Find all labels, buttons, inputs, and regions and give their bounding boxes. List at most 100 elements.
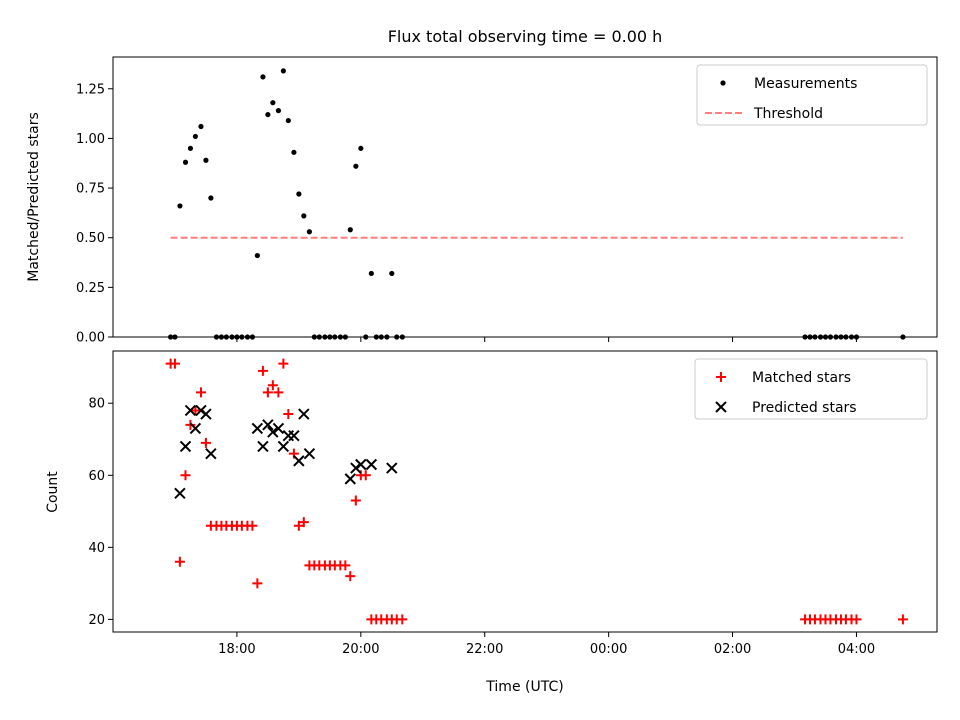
measurement-point [249,334,255,340]
measurement-point [807,334,813,340]
measurement-point [853,334,860,340]
legend-predicted-swatch [715,401,727,413]
bottom-y-tick-label: 20 [88,613,105,628]
measurement-point [843,334,849,340]
top-axes-frame [112,56,938,338]
measurement-point [378,334,384,340]
predicted-star-marker [386,462,398,474]
measurement-point [192,133,198,140]
measurement-point [218,334,225,340]
measurement-point [316,334,322,340]
measurement-point [265,111,271,118]
measurement-point [260,74,266,80]
measurement-point [358,145,364,151]
x-tick-label: 18:00 [218,642,255,657]
matched-star-marker [195,387,206,398]
matched-star-marker [340,560,351,571]
measurement-point [172,334,178,340]
measurement-point [399,334,405,340]
x-tick-label: 22:00 [466,642,503,657]
predicted-star-marker [344,473,356,485]
measurement-point [802,334,808,340]
matched-star-marker [262,387,273,398]
x-tick-label: 04:00 [838,642,875,657]
measurement-point [337,334,343,340]
predicted-star-marker [355,458,367,471]
measurement-point [198,123,204,130]
matched-star-marker [247,520,258,531]
measurement-point [838,334,844,340]
measurement-point [332,334,338,340]
legend-matched-swatch [716,372,726,382]
x-axis-label: Time (UTC) [485,679,563,695]
measurement-point [275,108,282,114]
measurement-point [822,334,829,340]
matched-star-marker [174,556,185,567]
measurement-point [322,334,328,340]
legend-entry-label: Measurements [754,76,857,92]
x-tick-label: 02:00 [714,642,751,657]
measurement-point [239,334,245,340]
predicted-star-marker [365,458,378,471]
matched-star-marker [345,571,356,582]
predicted-star-marker [303,447,316,460]
measurement-point [285,117,291,124]
measurement-point [280,68,286,74]
legend-entry-label: Threshold [753,106,823,122]
measurement-point [229,334,235,340]
matched-star-marker [190,405,201,416]
matched-star-marker [278,358,289,369]
x-tick-label: 20:00 [342,642,379,657]
measurement-point [827,334,834,340]
predicted-star-marker [288,429,300,442]
measurement-point [353,163,359,169]
measurement-point [347,227,353,233]
measurement-point [187,145,194,151]
predicted-star-marker [293,455,305,467]
chart-title: Flux total observing time = 0.00 h [388,27,663,46]
top-y-tick-label: 1.25 [76,82,105,97]
predicted-star-marker [267,426,279,438]
bottom-y-tick-label: 80 [88,397,105,412]
top-y-tick-label: 0.50 [76,231,105,246]
bottom-y-axis-label: Count [45,471,61,513]
matched-star-marker [252,578,263,589]
measurement-point [384,334,390,340]
measurement-point [213,334,220,340]
predicted-star-marker [298,408,310,420]
measurement-point [848,334,855,340]
measurement-point [389,270,395,277]
measurement-point [900,334,906,340]
predicted-star-marker [189,422,202,435]
top-y-tick-label: 1.00 [76,132,105,147]
top-subplot: 0.00 0.25 0.50 0.75 1.00 1.25 Measurements Thre… [76,56,938,346]
matched-star-marker [180,470,191,481]
measurement-point [301,213,307,219]
matched-star-marker [273,387,284,398]
measurement-point [177,203,183,209]
measurement-point [203,157,209,163]
matched-star-marker [350,495,361,506]
matched-star-marker [397,614,408,625]
measurement-point [182,159,189,165]
measurement-point [306,229,312,235]
measurement-point [817,334,824,340]
top-y-tick-label: 0.00 [76,331,105,346]
predicted-star-marker [262,419,274,431]
bottom-y-tick-label: 60 [88,469,105,484]
predicted-star-marker [251,422,264,435]
legend-entry-label: Predicted stars [752,400,857,416]
measurement-point [244,334,251,340]
legend-entry-label: Matched stars [752,370,851,386]
matched-star-marker [851,614,862,625]
predicted-star-marker [257,440,269,453]
predicted-star-marker [272,422,285,435]
matched-star-marker [267,380,278,391]
predicted-star-marker [184,404,197,417]
measurement-point [342,334,348,340]
predicted-star-marker [179,440,192,453]
matched-star-marker [257,365,268,376]
matched-star-marker [298,517,309,528]
measurement-point [363,334,369,340]
matched-star-marker [283,409,294,420]
